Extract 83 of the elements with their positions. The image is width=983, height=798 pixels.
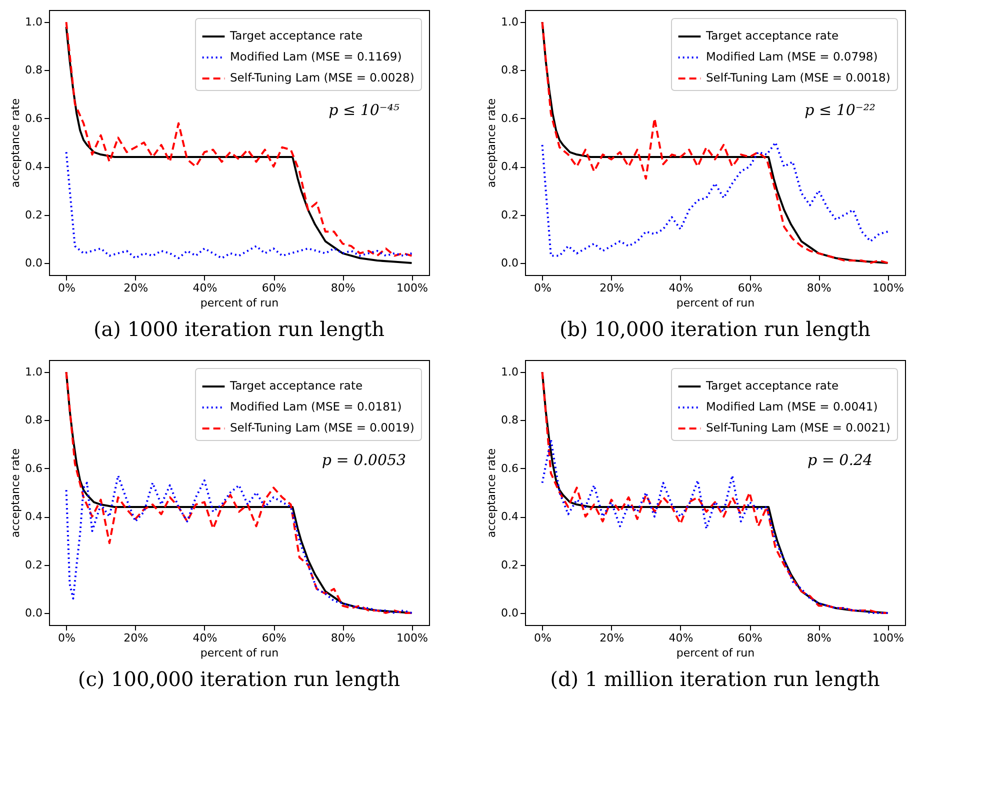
annotation: p = 0.24 [807, 451, 873, 469]
x-tick-label: 20% [600, 632, 624, 644]
x-tick-label: 80% [806, 282, 832, 294]
x-axis-title: percent of run [676, 646, 755, 660]
y-axis-title: acceptance rate [9, 448, 22, 538]
legend-label: Modified Lam (MSE = 0.0041) [706, 400, 878, 414]
y-tick-label: 0.4 [501, 160, 518, 174]
y-axis-title: acceptance rate [485, 98, 498, 188]
legend-label: Target acceptance rate [705, 28, 839, 42]
x-tick-label: 20% [124, 632, 148, 644]
legend-label: Self-Tuning Lam (MSE = 0.0019) [230, 420, 414, 434]
y-tick-label: 0.2 [25, 558, 42, 572]
y-tick-label: 0.2 [501, 558, 518, 572]
x-axis-title: percent of run [200, 296, 279, 310]
legend-label: Self-Tuning Lam (MSE = 0.0018) [706, 70, 890, 84]
x-tick-label: 60% [262, 282, 286, 294]
x-tick-label: 80% [330, 282, 356, 294]
y-tick-label: 0.6 [25, 112, 42, 125]
line-series [65, 151, 413, 260]
y-tick-label: 0.6 [25, 462, 42, 475]
y-tick-label: 1.0 [501, 16, 518, 29]
annotation: p = 0.0053 [322, 451, 406, 469]
legend-label: Modified Lam (MSE = 0.0798) [706, 50, 878, 64]
x-tick-label: 100% [872, 632, 904, 644]
x-tick-label: 40% [668, 632, 694, 644]
legend-label: Target acceptance rate [705, 378, 839, 392]
y-tick-label: 0.0 [501, 256, 518, 270]
line-series [65, 474, 413, 614]
y-tick-label: 1.0 [501, 366, 518, 379]
legend-label: Modified Lam (MSE = 0.1169) [230, 50, 402, 64]
y-tick-label: 0.0 [25, 606, 42, 620]
legend-label: Self-Tuning Lam (MSE = 0.0021) [706, 420, 890, 434]
y-axis-title: acceptance rate [9, 98, 22, 188]
x-tick-label: 100% [872, 282, 904, 294]
y-tick-label: 0.4 [25, 510, 42, 524]
y-tick-label: 0.6 [501, 462, 518, 475]
legend-label: Modified Lam (MSE = 0.0181) [230, 400, 402, 414]
x-tick-label: 20% [124, 282, 148, 294]
x-tick-label: 80% [330, 632, 356, 644]
y-tick-label: 1.0 [25, 366, 42, 379]
line-series [541, 142, 889, 257]
y-tick-label: 0.8 [25, 414, 42, 427]
line-series [541, 21, 889, 264]
line-series [541, 371, 889, 614]
x-tick-label: 0% [58, 632, 76, 644]
y-tick-label: 0.0 [501, 606, 518, 620]
x-tick-label: 100% [396, 632, 428, 644]
x-tick-label: 0% [534, 632, 552, 644]
x-axis-title: percent of run [200, 646, 279, 660]
legend-label: Target acceptance rate [229, 378, 363, 392]
x-tick-label: 40% [668, 282, 694, 294]
y-tick-label: 0.8 [501, 414, 518, 427]
text: (a) 1000 iteration run length [93, 317, 385, 341]
x-tick-label: 60% [738, 632, 762, 644]
x-tick-label: 80% [806, 632, 832, 644]
x-tick-label: 40% [192, 282, 218, 294]
x-tick-label: 20% [600, 282, 624, 294]
legend-label: Self-Tuning Lam (MSE = 0.0028) [230, 70, 414, 84]
line-series [65, 371, 413, 614]
y-tick-label: 0.4 [25, 160, 42, 174]
y-tick-label: 1.0 [25, 16, 42, 29]
annotation: p ≤ 10⁻⁴⁵ [328, 101, 400, 119]
y-tick-label: 0.8 [25, 64, 42, 77]
legend-label: Target acceptance rate [229, 28, 363, 42]
annotation: p ≤ 10⁻²² [804, 101, 876, 119]
x-tick-label: 100% [396, 282, 428, 294]
x-tick-label: 40% [192, 632, 218, 644]
x-tick-label: 0% [534, 282, 552, 294]
text: (c) 100,000 iteration run length [78, 667, 400, 691]
y-tick-label: 0.2 [501, 208, 518, 222]
y-tick-label: 0.4 [501, 510, 518, 524]
line-series [541, 438, 889, 614]
y-tick-label: 0.0 [25, 256, 42, 270]
text: (b) 10,000 iteration run length [559, 317, 871, 341]
y-tick-label: 0.6 [501, 112, 518, 125]
y-tick-label: 0.8 [501, 64, 518, 77]
x-axis-title: percent of run [676, 296, 755, 310]
y-axis-title: acceptance rate [485, 448, 498, 538]
x-tick-label: 60% [738, 282, 762, 294]
text: (d) 1 million iteration run length [550, 667, 880, 691]
x-tick-label: 60% [262, 632, 286, 644]
x-tick-label: 0% [58, 282, 76, 294]
y-tick-label: 0.2 [25, 208, 42, 222]
